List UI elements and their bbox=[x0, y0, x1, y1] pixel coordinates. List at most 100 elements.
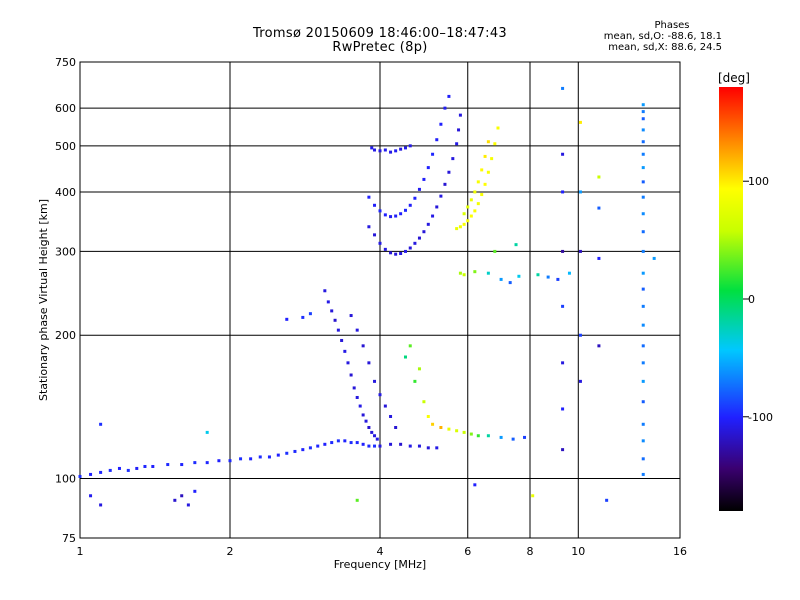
data-point bbox=[358, 404, 362, 408]
data-point bbox=[343, 439, 347, 443]
data-point bbox=[641, 140, 645, 144]
data-point bbox=[641, 212, 645, 216]
data-point bbox=[239, 457, 243, 461]
colorbar bbox=[719, 87, 743, 511]
data-point bbox=[531, 494, 535, 498]
data-point bbox=[383, 148, 387, 152]
data-point bbox=[641, 110, 645, 114]
data-point bbox=[394, 149, 398, 153]
data-point bbox=[316, 444, 320, 448]
data-point bbox=[389, 215, 393, 219]
data-point bbox=[333, 318, 337, 322]
data-point bbox=[641, 195, 645, 199]
data-point bbox=[258, 455, 262, 459]
x-tick-label: 1 bbox=[77, 545, 84, 558]
data-point bbox=[330, 441, 334, 445]
data-point bbox=[508, 281, 512, 285]
data-point bbox=[641, 361, 645, 365]
data-point bbox=[514, 243, 518, 247]
data-point bbox=[308, 446, 312, 450]
data-point bbox=[403, 146, 407, 150]
data-point bbox=[556, 277, 560, 281]
data-point bbox=[301, 448, 305, 452]
data-point bbox=[458, 225, 462, 229]
colorbar-tick-label: 100 bbox=[748, 175, 769, 188]
data-point bbox=[641, 439, 645, 443]
data-point bbox=[367, 225, 371, 229]
data-point bbox=[561, 190, 565, 194]
data-point bbox=[466, 205, 470, 209]
data-point bbox=[373, 233, 377, 237]
data-point bbox=[578, 379, 582, 383]
data-point bbox=[352, 386, 356, 390]
data-point bbox=[373, 203, 377, 207]
data-point bbox=[443, 182, 447, 186]
y-tick-label: 300 bbox=[55, 245, 76, 258]
data-point bbox=[143, 464, 147, 468]
data-point bbox=[217, 459, 221, 463]
y-tick-label: 500 bbox=[55, 140, 76, 153]
data-point bbox=[373, 444, 377, 448]
data-point bbox=[426, 166, 430, 170]
data-point bbox=[439, 122, 443, 126]
data-point bbox=[641, 457, 645, 461]
data-point bbox=[641, 287, 645, 291]
data-point bbox=[597, 206, 601, 210]
y-axis-label: Stationary phase Virtual Height [km] bbox=[37, 199, 50, 401]
data-point bbox=[378, 444, 382, 448]
data-point bbox=[422, 230, 426, 234]
y-tick-label: 400 bbox=[55, 186, 76, 199]
x-tick-label: 4 bbox=[377, 545, 384, 558]
y-tick-label: 200 bbox=[55, 329, 76, 342]
data-point bbox=[180, 463, 184, 467]
data-point bbox=[285, 317, 289, 321]
data-point bbox=[499, 435, 503, 439]
data-point bbox=[469, 198, 473, 202]
data-point bbox=[389, 251, 393, 255]
data-point bbox=[561, 152, 565, 156]
data-point bbox=[301, 315, 305, 319]
data-point bbox=[330, 309, 334, 313]
x-tick-label: 10 bbox=[571, 545, 585, 558]
phase-stats-heading: Phases bbox=[654, 20, 690, 31]
data-point bbox=[336, 328, 340, 332]
data-point bbox=[578, 249, 582, 253]
data-point bbox=[78, 474, 82, 478]
data-point bbox=[367, 444, 371, 448]
data-point bbox=[135, 466, 139, 470]
data-point bbox=[276, 453, 280, 457]
data-point bbox=[99, 503, 103, 507]
data-point bbox=[417, 187, 421, 191]
data-point bbox=[476, 180, 480, 184]
colorbar-tick-label: 0 bbox=[748, 293, 755, 306]
data-point bbox=[326, 300, 330, 304]
data-point bbox=[89, 472, 93, 476]
data-point bbox=[490, 157, 494, 161]
data-point bbox=[447, 427, 451, 431]
data-point bbox=[399, 442, 403, 446]
data-point bbox=[561, 249, 565, 253]
data-point bbox=[417, 367, 421, 371]
data-point bbox=[383, 247, 387, 251]
data-point bbox=[483, 154, 487, 158]
data-point bbox=[435, 138, 439, 142]
data-point bbox=[340, 338, 344, 342]
data-point bbox=[364, 419, 368, 423]
data-point bbox=[641, 249, 645, 253]
data-point bbox=[641, 230, 645, 234]
data-point bbox=[166, 463, 170, 467]
data-point bbox=[383, 213, 387, 217]
data-point bbox=[455, 142, 459, 146]
data-point bbox=[413, 241, 417, 245]
data-point bbox=[439, 425, 443, 429]
data-point bbox=[408, 344, 412, 348]
data-point bbox=[473, 209, 477, 213]
data-point bbox=[426, 222, 430, 226]
data-points bbox=[78, 86, 656, 507]
data-point bbox=[641, 128, 645, 132]
data-point bbox=[431, 214, 435, 218]
data-point bbox=[403, 208, 407, 212]
colorbar-tick-label: -100 bbox=[748, 411, 773, 424]
data-point bbox=[173, 498, 177, 502]
data-point bbox=[413, 196, 417, 200]
